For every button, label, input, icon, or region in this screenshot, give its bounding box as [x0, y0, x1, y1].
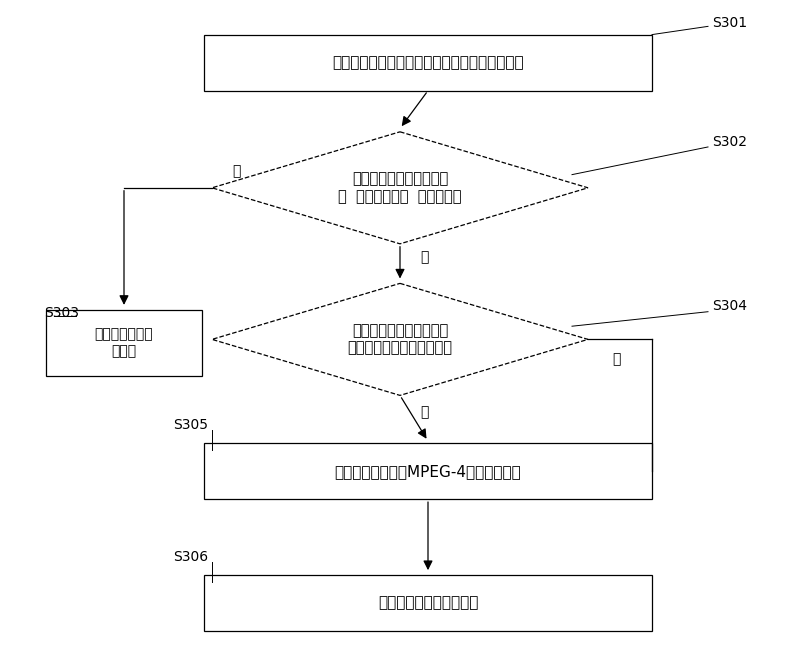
- Text: 是: 是: [420, 250, 428, 264]
- Text: S303: S303: [44, 306, 79, 320]
- Text: 通过动态无帧算法释放帧: 通过动态无帧算法释放帧: [378, 596, 478, 610]
- Bar: [204, 444, 652, 500]
- Text: 否: 否: [232, 164, 240, 179]
- Bar: [46, 310, 202, 376]
- Text: 判断缓存占有率是否大于
第  预先设置的第  阈值占有率: 判断缓存占有率是否大于 第 预先设置的第 阈值占有率: [338, 171, 462, 204]
- Polygon shape: [212, 283, 588, 395]
- Text: 计算当前缓冲区中已经缓存视频流的缓存占有率: 计算当前缓冲区中已经缓存视频流的缓存占有率: [332, 55, 524, 70]
- Polygon shape: [212, 132, 588, 244]
- Text: S302: S302: [712, 134, 747, 149]
- Text: S304: S304: [712, 299, 747, 314]
- Text: 过控制帧率来调整MPEG-4视频编码码率: 过控制帧率来调整MPEG-4视频编码码率: [334, 464, 522, 478]
- Text: 判断缓存占有率是否人于
预先设置的第二阈值占有率: 判断缓存占有率是否人于 预先设置的第二阈值占有率: [347, 323, 453, 356]
- Text: S305: S305: [173, 418, 208, 432]
- Text: 否: 否: [420, 406, 428, 420]
- Text: S301: S301: [712, 16, 747, 30]
- Bar: [204, 34, 652, 90]
- Text: 是: 是: [612, 352, 620, 366]
- Bar: [204, 575, 652, 631]
- Text: 调整现有缓冲区
的大小: 调整现有缓冲区 的大小: [94, 328, 154, 358]
- Text: S306: S306: [173, 550, 208, 564]
